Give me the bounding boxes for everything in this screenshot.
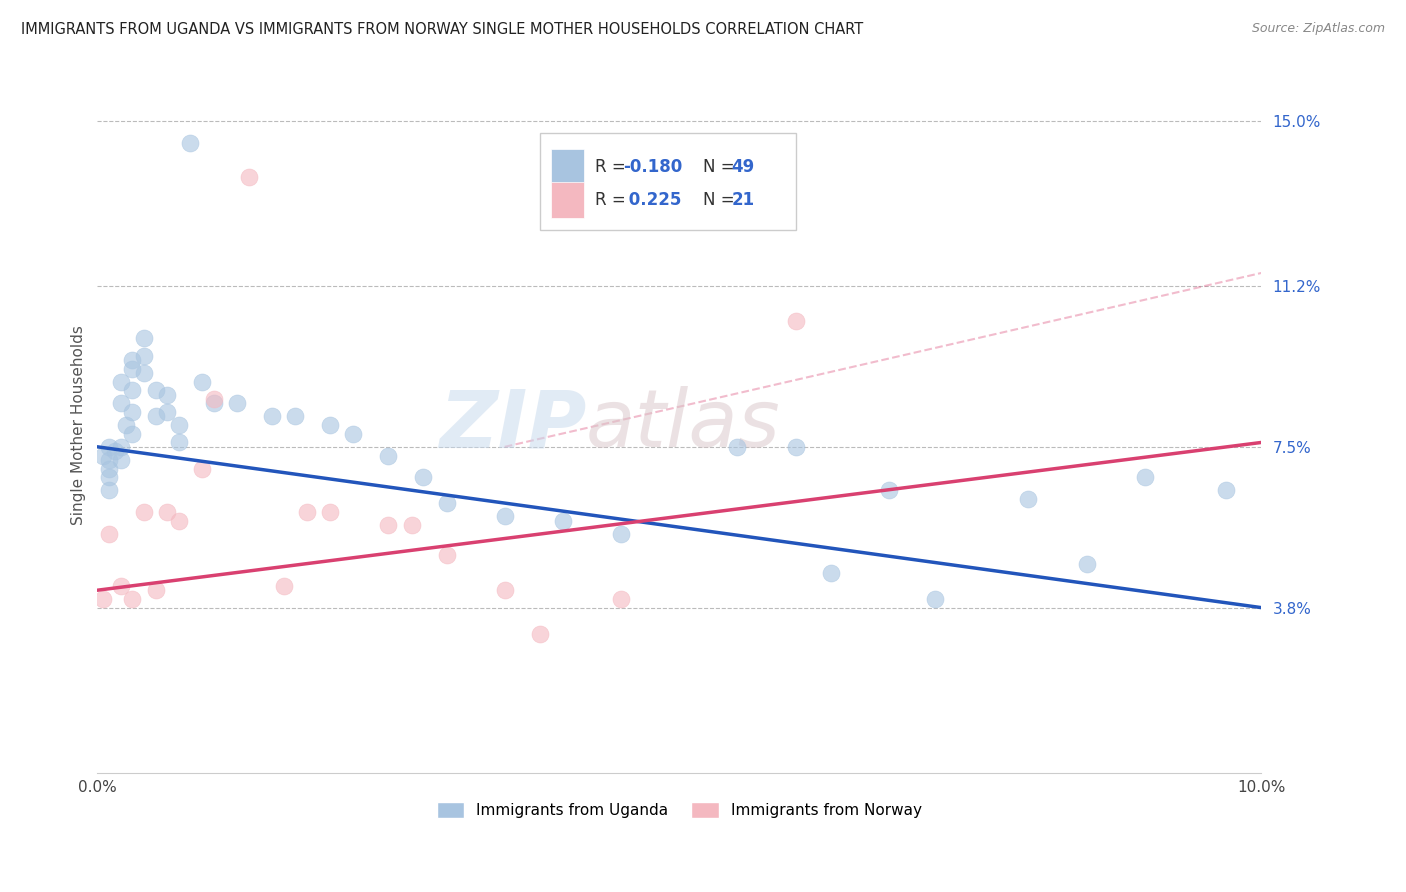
Text: R =: R = xyxy=(596,158,626,176)
Point xyxy=(191,461,214,475)
Point xyxy=(156,387,179,401)
Bar xyxy=(551,149,583,186)
Point xyxy=(156,505,179,519)
Point xyxy=(319,418,342,433)
Point xyxy=(877,483,900,498)
Point xyxy=(202,396,225,410)
Point xyxy=(260,409,283,424)
Point xyxy=(121,352,143,367)
Point xyxy=(132,349,155,363)
Point xyxy=(785,314,807,328)
Point xyxy=(156,405,179,419)
Point xyxy=(401,518,423,533)
Point xyxy=(98,440,121,454)
Point xyxy=(191,375,214,389)
Point xyxy=(273,579,295,593)
Point xyxy=(551,514,574,528)
Legend: Immigrants from Uganda, Immigrants from Norway: Immigrants from Uganda, Immigrants from … xyxy=(430,796,928,824)
Point xyxy=(104,444,127,458)
Point xyxy=(494,583,516,598)
Point xyxy=(412,470,434,484)
Text: Source: ZipAtlas.com: Source: ZipAtlas.com xyxy=(1251,22,1385,36)
Point xyxy=(110,375,132,389)
Point xyxy=(98,526,121,541)
Point xyxy=(98,470,121,484)
Y-axis label: Single Mother Households: Single Mother Households xyxy=(72,326,86,525)
Point xyxy=(1133,470,1156,484)
Point xyxy=(132,366,155,380)
Point xyxy=(145,583,167,598)
Point xyxy=(319,505,342,519)
Point xyxy=(167,418,190,433)
Text: N =: N = xyxy=(703,191,734,209)
Point xyxy=(1076,557,1098,571)
Point xyxy=(145,384,167,398)
Point xyxy=(377,518,399,533)
Point xyxy=(110,579,132,593)
FancyBboxPatch shape xyxy=(540,133,796,230)
Point xyxy=(820,566,842,580)
Point xyxy=(342,426,364,441)
Point xyxy=(110,396,132,410)
Point xyxy=(121,591,143,606)
Point xyxy=(436,496,458,510)
Text: 21: 21 xyxy=(731,191,755,209)
Point xyxy=(167,435,190,450)
Point xyxy=(529,626,551,640)
Point xyxy=(98,461,121,475)
Text: N =: N = xyxy=(703,158,734,176)
Point xyxy=(121,405,143,419)
Point xyxy=(132,505,155,519)
Point xyxy=(110,453,132,467)
Point xyxy=(121,361,143,376)
Text: IMMIGRANTS FROM UGANDA VS IMMIGRANTS FROM NORWAY SINGLE MOTHER HOUSEHOLDS CORREL: IMMIGRANTS FROM UGANDA VS IMMIGRANTS FRO… xyxy=(21,22,863,37)
Point xyxy=(924,591,946,606)
Point xyxy=(121,426,143,441)
Text: 49: 49 xyxy=(731,158,755,176)
Point xyxy=(110,440,132,454)
Point xyxy=(179,136,201,150)
Point xyxy=(226,396,249,410)
Text: 0.225: 0.225 xyxy=(623,191,682,209)
Point xyxy=(785,440,807,454)
Point xyxy=(145,409,167,424)
Point xyxy=(727,440,749,454)
Point xyxy=(1215,483,1237,498)
Point xyxy=(91,591,114,606)
Point xyxy=(202,392,225,406)
Point xyxy=(284,409,307,424)
Point xyxy=(91,449,114,463)
Point xyxy=(98,483,121,498)
Point xyxy=(98,453,121,467)
Point xyxy=(167,514,190,528)
Point xyxy=(121,384,143,398)
Point xyxy=(610,591,633,606)
Bar xyxy=(551,182,583,218)
Point xyxy=(295,505,318,519)
Text: atlas: atlas xyxy=(586,386,780,464)
Point xyxy=(132,331,155,345)
Point xyxy=(377,449,399,463)
Point xyxy=(115,418,138,433)
Point xyxy=(1017,491,1039,506)
Point xyxy=(238,170,260,185)
Text: R =: R = xyxy=(596,191,626,209)
Point xyxy=(610,526,633,541)
Point xyxy=(494,509,516,524)
Text: ZIP: ZIP xyxy=(439,386,586,464)
Text: -0.180: -0.180 xyxy=(623,158,683,176)
Point xyxy=(436,549,458,563)
